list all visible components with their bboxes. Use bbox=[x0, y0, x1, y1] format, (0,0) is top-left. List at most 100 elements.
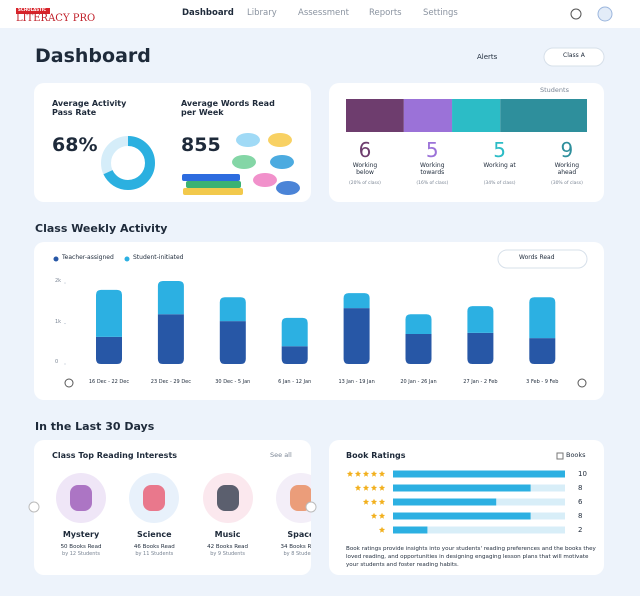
brand-box bbox=[16, 8, 50, 14]
star bbox=[362, 498, 370, 505]
interest-name: Science bbox=[137, 530, 172, 539]
x-tick-label: 6 Jan - 12 Jan bbox=[278, 379, 312, 385]
stat-value: 855 bbox=[181, 134, 221, 156]
bubble-illustration bbox=[276, 181, 300, 195]
next-button[interactable] bbox=[577, 378, 587, 388]
x-tick-label: 20 Jan - 26 Jan bbox=[400, 379, 437, 385]
x-tick-label: 23 Dec - 29 Dec bbox=[150, 379, 192, 385]
student-share: (16% of class) bbox=[416, 181, 449, 186]
x-tick-label: 13 Jan - 19 Jan bbox=[338, 379, 375, 385]
x-tick-label: 30 Dec - 5 Jan bbox=[215, 379, 251, 385]
bubble-illustration bbox=[236, 133, 260, 147]
prev-button[interactable] bbox=[64, 378, 74, 388]
book-illustration bbox=[186, 181, 241, 188]
interest-name: Music bbox=[214, 530, 241, 539]
icon bbox=[289, 485, 311, 511]
nav-item[interactable]: Assessment bbox=[298, 8, 349, 18]
legend-dot bbox=[124, 256, 130, 262]
interest-books: 50 Books Read bbox=[60, 544, 102, 550]
y-tick-label: 1k bbox=[55, 318, 62, 325]
interest-students: by 9 Students bbox=[210, 551, 245, 557]
book-illustration bbox=[183, 188, 243, 195]
star bbox=[378, 470, 386, 477]
bar-segment bbox=[157, 281, 184, 315]
prev-button[interactable] bbox=[28, 501, 40, 513]
bubble-illustration bbox=[268, 133, 292, 147]
metric-dropdown[interactable] bbox=[497, 249, 588, 269]
star bbox=[354, 484, 362, 491]
y-tick-label: 0 bbox=[55, 359, 59, 365]
student-label: Working towards bbox=[420, 162, 445, 176]
icon bbox=[70, 485, 92, 511]
star bbox=[378, 526, 386, 533]
section-title: Class Weekly Activity bbox=[35, 222, 168, 235]
x-tick-label: 3 Feb - 9 Feb bbox=[526, 379, 559, 385]
brand: SCHOLASTIC bbox=[18, 7, 47, 12]
interest-illustration bbox=[275, 473, 311, 523]
nav-item[interactable]: Library bbox=[247, 8, 277, 18]
interest-students: by 11 Students bbox=[135, 551, 174, 557]
bar bbox=[393, 526, 428, 534]
star bbox=[346, 470, 354, 477]
student-segment bbox=[500, 99, 587, 132]
see-all[interactable]: See all bbox=[270, 451, 292, 459]
icon bbox=[216, 485, 239, 511]
bar-segment bbox=[405, 314, 432, 335]
stat-value: 68% bbox=[52, 134, 98, 156]
bar-segment bbox=[405, 334, 432, 364]
star bbox=[378, 512, 386, 519]
bar-value: 8 bbox=[578, 484, 583, 492]
nav-item[interactable]: Settings bbox=[423, 8, 458, 18]
student-count: 5 bbox=[425, 138, 439, 162]
legend-label: Teacher-assigned bbox=[62, 254, 114, 261]
page-title: Dashboard bbox=[35, 45, 151, 67]
student-count: 9 bbox=[560, 138, 574, 162]
star bbox=[378, 484, 386, 491]
top-bar bbox=[0, 0, 640, 28]
donut-arc bbox=[101, 136, 155, 190]
bar-segment bbox=[343, 308, 370, 364]
class-selector[interactable]: Class A bbox=[563, 52, 585, 59]
interest-books: 46 Books Read bbox=[133, 544, 175, 550]
alerts[interactable]: Alerts bbox=[477, 53, 498, 61]
bubble-illustration bbox=[270, 155, 294, 169]
student-segment bbox=[452, 99, 501, 132]
nav-item[interactable]: Reports bbox=[369, 8, 402, 18]
avatar[interactable] bbox=[597, 6, 613, 22]
card-title: Book Ratings bbox=[346, 451, 406, 460]
class-dropdown[interactable] bbox=[543, 47, 605, 67]
student-share: (30% of class) bbox=[550, 181, 583, 186]
star bbox=[370, 470, 378, 477]
book-illustration bbox=[182, 174, 240, 181]
nav-item[interactable]: Dashboard bbox=[182, 8, 234, 18]
interest-name: Space bbox=[287, 530, 311, 539]
bar bbox=[393, 470, 565, 478]
bar-segment bbox=[281, 346, 308, 364]
metric[interactable]: Words Read bbox=[519, 254, 555, 261]
bar bbox=[393, 498, 497, 506]
student-segment bbox=[403, 99, 453, 132]
bar-segment bbox=[343, 293, 370, 309]
star bbox=[354, 470, 362, 477]
bar-value: 8 bbox=[578, 512, 583, 520]
next-button[interactable] bbox=[305, 501, 317, 513]
student-count: 6 bbox=[358, 138, 372, 162]
bar-segment bbox=[529, 297, 556, 339]
interest-illustration bbox=[202, 473, 253, 523]
bar bbox=[393, 484, 531, 492]
student-share: (34% of class) bbox=[483, 181, 516, 186]
bar-value: 6 bbox=[578, 498, 583, 506]
bell-icon[interactable] bbox=[570, 8, 582, 20]
star bbox=[362, 484, 370, 491]
bar-track bbox=[393, 526, 565, 534]
bar-segment bbox=[529, 338, 556, 364]
star bbox=[362, 470, 370, 477]
bar bbox=[393, 512, 531, 520]
interest-books: 34 Books Read bbox=[280, 544, 311, 550]
interest-illustration bbox=[129, 473, 180, 523]
bar-segment bbox=[96, 289, 122, 337]
interest-name: Mystery bbox=[62, 530, 100, 539]
bubble-illustration bbox=[253, 173, 277, 187]
student-count: 5 bbox=[493, 138, 506, 162]
